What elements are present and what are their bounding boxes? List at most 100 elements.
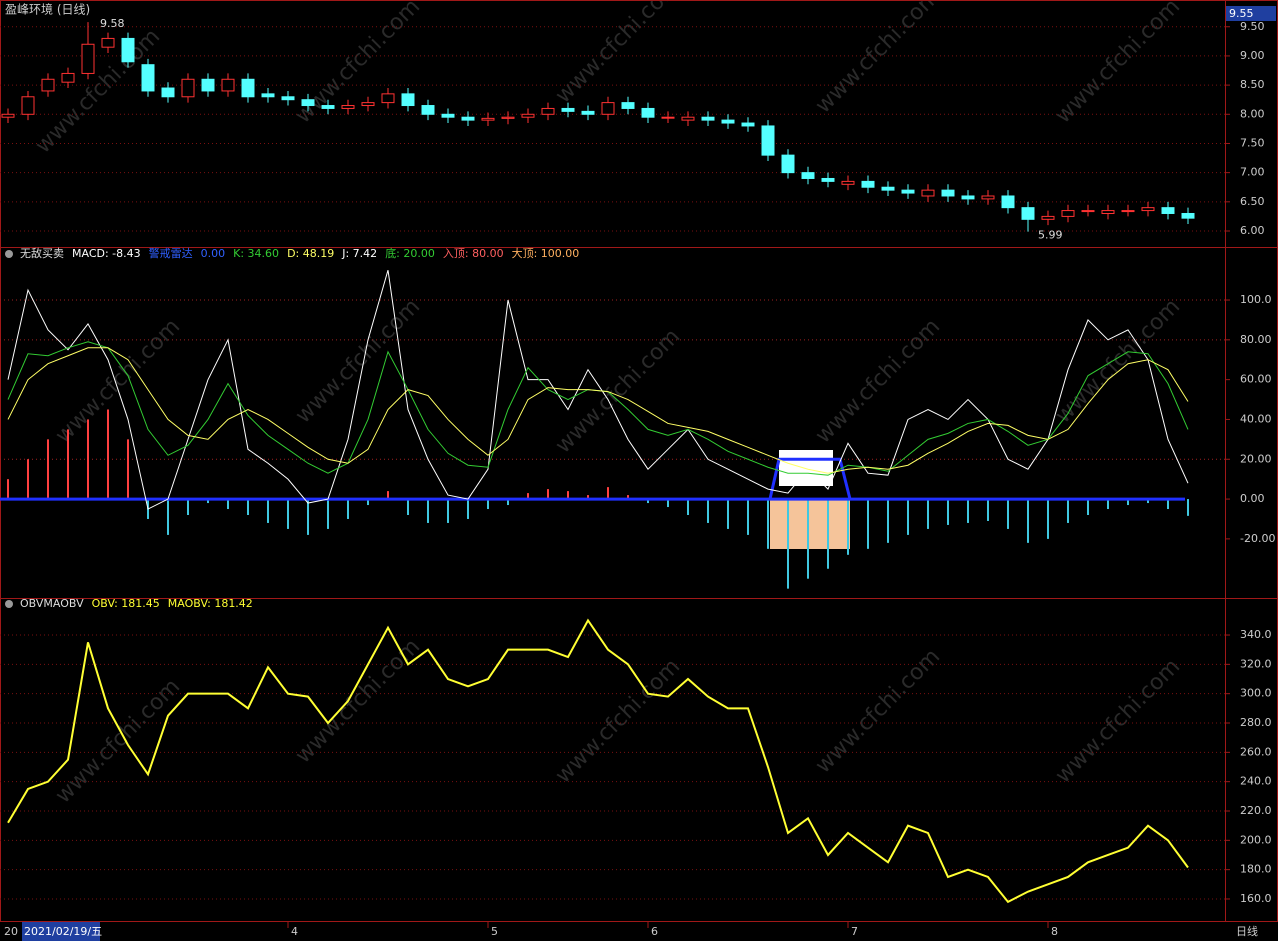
y-tick-label: 6.50 [1240,195,1265,208]
series-line [7,347,1189,474]
legend-entry: OBVMAOBV [20,597,84,610]
candle-body [961,195,975,200]
candle-body [541,107,555,115]
candle-body [1141,207,1155,212]
candle-body [141,64,155,92]
last-price: 9.55 [1229,7,1254,20]
legend-entry: MAOBV: 181.42 [168,597,253,610]
candle-body [101,37,115,48]
legend-icon [5,600,13,608]
candle-body [401,93,415,107]
y-tick-label: -20.00 [1240,532,1275,545]
last-price-box [1226,6,1276,21]
candle-body [881,186,895,191]
series-line [7,270,1189,510]
candle-body [121,37,135,63]
y-tick-label: 20.00 [1240,452,1272,465]
x-tick-label: 4 [291,925,298,938]
y-tick-label: 320.0 [1240,657,1272,670]
candle-body [701,116,715,121]
candle-body [321,105,335,109]
y-tick-label: 200.0 [1240,833,1272,846]
y-tick-label: 60.00 [1240,373,1272,386]
y-tick-label: 160.0 [1240,892,1272,905]
legend-entry: OBV: 181.45 [92,597,160,610]
radar-zone [779,450,833,486]
candle-body [1,113,15,118]
legend-entry: 警戒雷达 [149,246,193,260]
candle-body [161,87,175,98]
candle-body [201,78,215,92]
candle-body [21,96,35,115]
candle-body [581,110,595,115]
candle-body [721,119,735,124]
candle-body [221,78,235,92]
candle-body [1101,210,1115,214]
y-tick-label: 180.0 [1240,863,1272,876]
candle-body [361,102,375,107]
candle-body [1081,210,1095,213]
candle-body [741,122,755,127]
radar-zone [770,499,850,549]
legend-entry: 大顶: 100.00 [512,246,580,260]
candle-body [841,180,855,185]
candle-body [1181,212,1195,219]
candle-body [281,96,295,101]
y-tick-label: 8.00 [1240,107,1265,120]
candle-body [181,78,195,98]
candle-body [441,113,455,118]
y-tick-label: 9.50 [1240,20,1265,33]
candle-body [661,116,675,119]
candle-body [1041,215,1055,220]
high-label: 9.58 [100,17,125,30]
candle-body [241,78,255,98]
x-tick-label: 8 [1051,925,1058,938]
candle-body [521,113,535,118]
y-tick-label: 100.0 [1240,293,1272,306]
candle-body [901,189,915,194]
candle-body [1021,207,1035,220]
y-tick-label: 0.00 [1240,492,1265,505]
candle-body [601,102,615,115]
y-tick-label: 7.50 [1240,136,1265,149]
candle-body [821,177,835,182]
y-tick-label: 8.50 [1240,78,1265,91]
candle-body [61,72,75,83]
period-label: 日线 [1236,924,1258,938]
y-tick-label: 340.0 [1240,628,1272,641]
candle-body [301,99,315,107]
y-tick-label: 40.00 [1240,412,1272,425]
candle-body [481,117,495,121]
legend-entry: J: 7.42 [341,247,377,260]
cursor-date: 2021/02/19/五 [24,925,102,938]
candle-body [921,189,935,197]
legend-entry: MACD: -8.43 [72,247,141,260]
legend-entry: 底: 20.00 [385,246,435,260]
legend-entry: 0.00 [201,247,226,260]
cursor-date-box [22,922,100,941]
candle-body [261,93,275,98]
candle-body [941,189,955,197]
y-tick-label: 280.0 [1240,716,1272,729]
legend-entry: D: 48.19 [287,247,334,260]
legend-icon [5,250,13,258]
candle-body [561,107,575,112]
candle-body [861,180,875,188]
y-tick-label: 6.00 [1240,224,1265,237]
candle-body [1161,207,1175,214]
radar-line [768,457,852,500]
candle-body [501,116,515,119]
y-tick-label: 80.00 [1240,333,1272,346]
candle-body [621,102,635,109]
low-label: 5.99 [1038,229,1063,242]
candle-body [41,78,55,92]
axis-start: 20 [4,925,18,938]
y-tick-label: 220.0 [1240,804,1272,817]
y-tick-label: 9.00 [1240,49,1265,62]
candle-body [1121,210,1135,213]
y-tick-label: 300.0 [1240,687,1272,700]
legend-entry: 入顶: 80.00 [443,247,504,260]
legend-entry: K: 34.60 [233,247,279,260]
chart-title: 盈峰环境 (日线) [5,2,90,17]
